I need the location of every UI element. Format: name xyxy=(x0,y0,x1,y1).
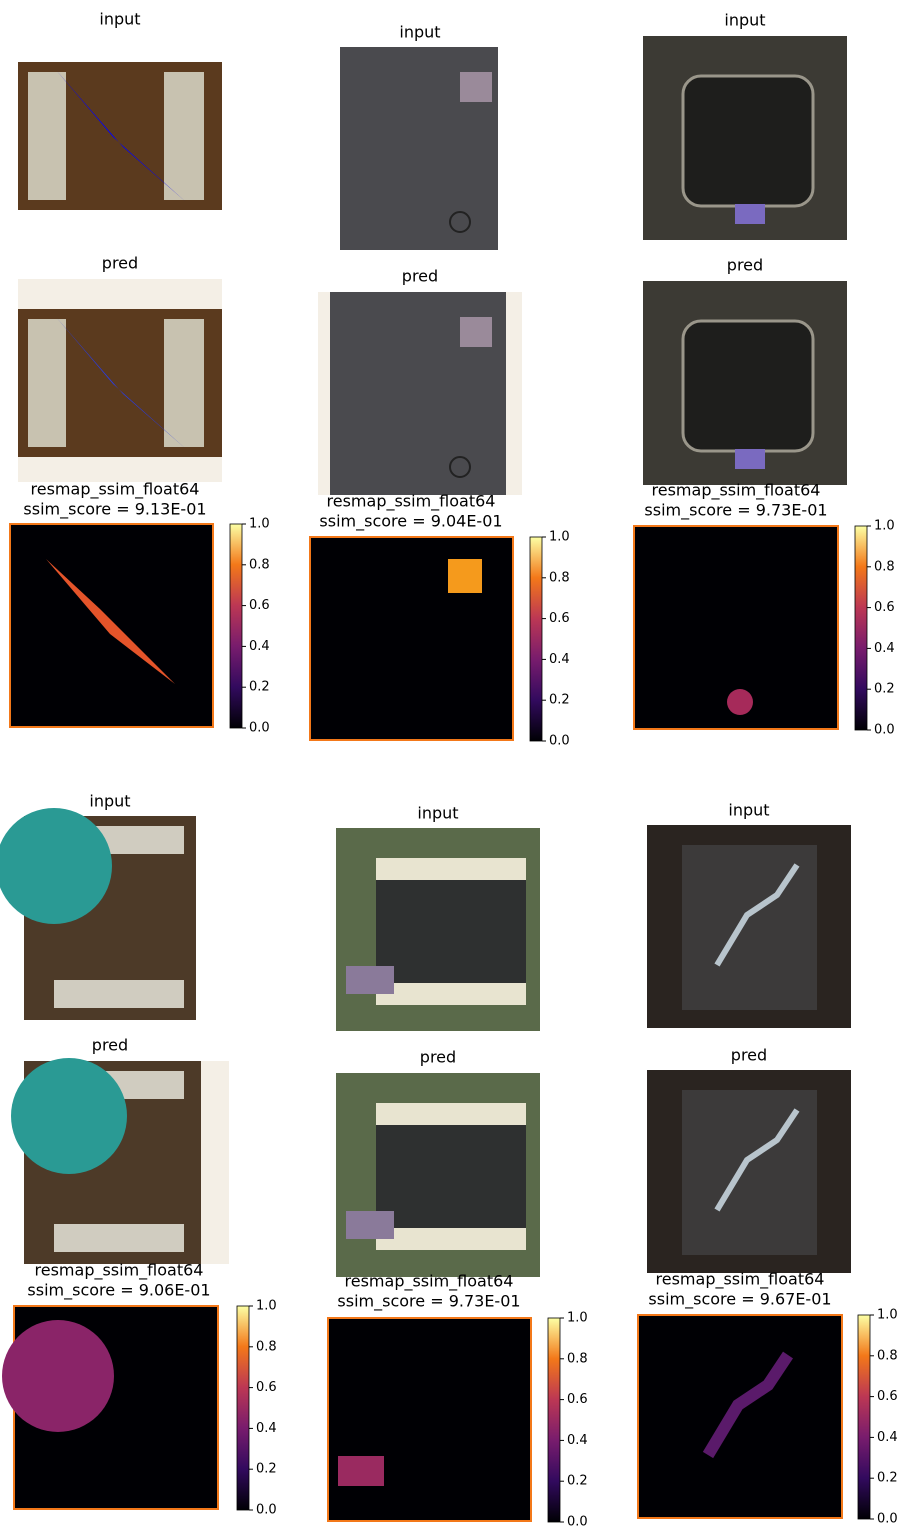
terminal xyxy=(376,1103,526,1125)
colorbar-tick-label: 0.4 xyxy=(249,639,270,654)
heat-region xyxy=(448,559,482,593)
colorbar-tick-label: 0.6 xyxy=(249,598,270,613)
terminal xyxy=(164,319,204,447)
colorbar xyxy=(230,524,242,728)
colorbar-tick-label: 0.8 xyxy=(877,1348,898,1363)
heat-region xyxy=(727,689,753,715)
colorbar-tick-label: 0.2 xyxy=(549,693,570,708)
colorbar-tick-label: 1.0 xyxy=(256,1299,277,1314)
colorbar-tick-label: 0.4 xyxy=(256,1421,277,1436)
defect xyxy=(11,1058,127,1174)
score-label: ssim_score = 9.04E-01 xyxy=(319,512,502,532)
resmap-title: resmap_ssim_float64 xyxy=(35,1261,204,1281)
score-label: ssim_score = 9.73E-01 xyxy=(644,501,827,521)
colorbar-tick-label: 1.0 xyxy=(877,1308,898,1323)
defect xyxy=(0,808,112,924)
resmap-title: resmap_ssim_float64 xyxy=(656,1270,825,1290)
colorbar-tick-label: 0.0 xyxy=(877,1512,898,1527)
colorbar-tick-label: 0.4 xyxy=(874,641,895,656)
score-label: ssim_score = 9.73E-01 xyxy=(337,1292,520,1312)
marking xyxy=(683,321,813,451)
terminal xyxy=(28,319,66,447)
colorbar-tick-label: 0.8 xyxy=(874,559,895,574)
heatmap xyxy=(328,1318,531,1521)
marking xyxy=(683,76,813,206)
terminal xyxy=(54,980,184,1008)
colorbar-tick-label: 0.0 xyxy=(256,1503,277,1518)
colorbar-tick-label: 0.2 xyxy=(256,1462,277,1477)
colorbar-tick-label: 1.0 xyxy=(567,1311,588,1326)
input-title: input xyxy=(89,792,130,811)
input-title: input xyxy=(417,804,458,823)
heatmap xyxy=(638,1315,842,1518)
colorbar-tick-label: 0.2 xyxy=(877,1471,898,1486)
resmap-title: resmap_ssim_float64 xyxy=(31,480,200,500)
defect xyxy=(460,317,492,347)
terminal xyxy=(54,1224,184,1252)
resmap-title: resmap_ssim_float64 xyxy=(327,492,496,512)
colorbar-tick-label: 0.4 xyxy=(549,652,570,667)
colorbar-tick-label: 0.0 xyxy=(549,734,570,749)
heatmap xyxy=(310,537,513,740)
figure: inputpredresmap_ssim_float64ssim_score =… xyxy=(0,0,902,1527)
colorbar xyxy=(858,1315,870,1519)
pred-title: pred xyxy=(402,267,438,286)
colorbar-tick-label: 0.4 xyxy=(567,1433,588,1448)
colorbar-tick-label: 0.4 xyxy=(877,1430,898,1445)
pred-title: pred xyxy=(102,254,138,273)
resmap-title: resmap_ssim_float64 xyxy=(652,481,821,501)
colorbar-tick-label: 0.6 xyxy=(256,1380,277,1395)
colorbar xyxy=(237,1306,249,1510)
colorbar-tick-label: 0.6 xyxy=(549,611,570,626)
colorbar-tick-label: 0.6 xyxy=(877,1389,898,1404)
defect xyxy=(735,449,765,469)
score-label: ssim_score = 9.06E-01 xyxy=(27,1281,210,1301)
defect xyxy=(346,1211,394,1239)
heat-region xyxy=(338,1456,384,1486)
colorbar xyxy=(530,537,542,741)
input-title: input xyxy=(724,11,765,30)
colorbar-tick-label: 0.6 xyxy=(567,1392,588,1407)
pred-title: pred xyxy=(731,1046,767,1065)
colorbar-tick-label: 1.0 xyxy=(549,530,570,545)
colorbar-tick-label: 0.8 xyxy=(549,570,570,585)
resmap-title: resmap_ssim_float64 xyxy=(345,1272,514,1292)
pred-title: pred xyxy=(92,1036,128,1055)
input-title: input xyxy=(99,10,140,29)
colorbar-tick-label: 1.0 xyxy=(249,517,270,532)
score-label: ssim_score = 9.67E-01 xyxy=(648,1290,831,1310)
colorbar-tick-label: 0.8 xyxy=(249,557,270,572)
score-label: ssim_score = 9.13E-01 xyxy=(23,500,206,520)
pred-title: pred xyxy=(420,1048,456,1067)
colorbar xyxy=(548,1318,560,1522)
input-title: input xyxy=(399,23,440,42)
defect xyxy=(735,204,765,224)
colorbar-tick-label: 0.0 xyxy=(249,721,270,736)
colorbar xyxy=(855,526,867,730)
terminal xyxy=(376,983,526,1005)
colorbar-tick-label: 0.6 xyxy=(874,600,895,615)
colorbar-tick-label: 0.2 xyxy=(567,1474,588,1489)
defect xyxy=(346,966,394,994)
terminal xyxy=(376,1228,526,1250)
input-title: input xyxy=(728,801,769,820)
colorbar-tick-label: 0.8 xyxy=(256,1339,277,1354)
pred-title: pred xyxy=(727,256,763,275)
heat-region xyxy=(2,1320,114,1432)
defect xyxy=(460,72,492,102)
terminal xyxy=(376,858,526,880)
colorbar-tick-label: 1.0 xyxy=(874,519,895,534)
colorbar-tick-label: 0.2 xyxy=(874,682,895,697)
colorbar-tick-label: 0.0 xyxy=(567,1515,588,1528)
colorbar-tick-label: 0.2 xyxy=(249,680,270,695)
terminal xyxy=(28,72,66,200)
colorbar-tick-label: 0.0 xyxy=(874,723,895,738)
terminal xyxy=(164,72,204,200)
colorbar-tick-label: 0.8 xyxy=(567,1351,588,1366)
